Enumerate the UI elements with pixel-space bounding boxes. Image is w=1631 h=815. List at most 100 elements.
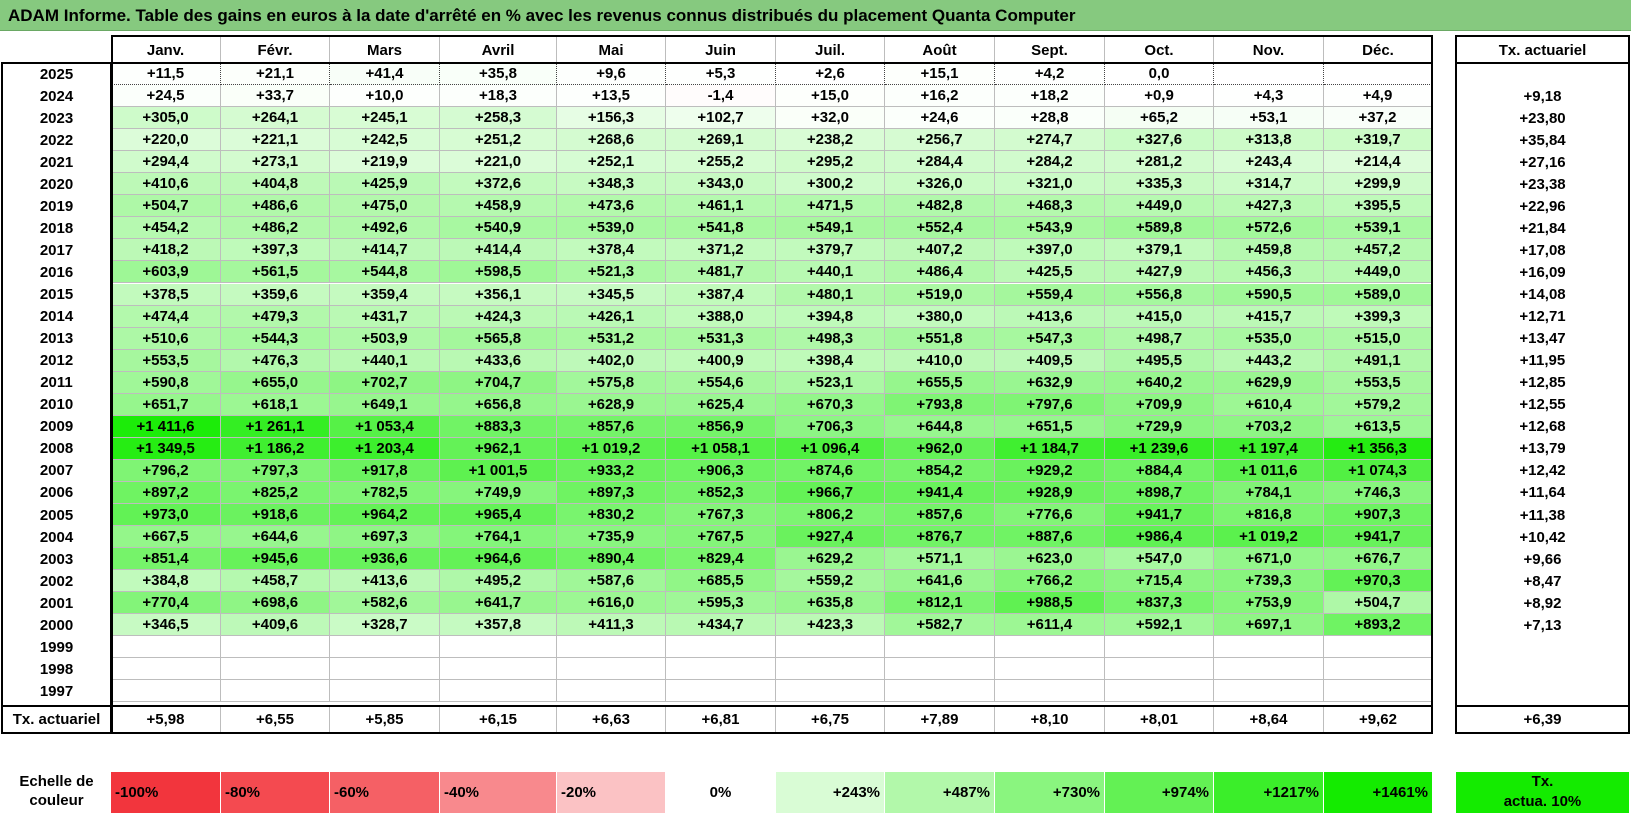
gain-cell: [885, 658, 995, 681]
year-label: 2005: [2, 504, 111, 527]
gain-cell: +384,8: [111, 570, 221, 593]
gain-cell: +610,4: [1214, 393, 1324, 416]
gain-cell: [1324, 680, 1432, 703]
gain-cell: +928,9: [995, 481, 1105, 504]
gain-cell: +655,5: [885, 371, 995, 394]
gain-cell: +1 019,2: [1214, 526, 1324, 549]
footer-rate-cell: +8,64: [1214, 707, 1324, 732]
annual-rate-cell: +21,84: [1456, 217, 1629, 240]
year-label: 2025: [2, 63, 111, 86]
footer-annual-rate: +6,39: [1456, 707, 1629, 732]
gain-cell: +589,0: [1324, 283, 1432, 306]
gain-cell: +314,7: [1214, 173, 1324, 196]
gain-cell: +348,3: [557, 173, 666, 196]
gain-cell: +372,6: [440, 173, 557, 196]
gain-cell: +461,1: [666, 195, 776, 218]
gain-cell: +402,0: [557, 349, 666, 372]
gain-cell: +434,7: [666, 614, 776, 637]
gain-cell: +404,8: [221, 173, 330, 196]
gain-cell: +770,4: [111, 592, 221, 615]
gain-cell: +776,6: [995, 504, 1105, 527]
gain-cell: [885, 680, 995, 703]
year-label: 2023: [2, 107, 111, 130]
color-scale-swatch: +974%: [1105, 772, 1214, 813]
gain-cell: +553,5: [1324, 371, 1432, 394]
gain-cell: +649,1: [330, 393, 440, 416]
color-scale-swatch: +487%: [885, 772, 995, 813]
annual-rate-cell: +11,95: [1456, 349, 1629, 372]
gain-cell: +457,2: [1324, 239, 1432, 262]
gain-cell: +299,9: [1324, 173, 1432, 196]
gain-cell: +269,1: [666, 129, 776, 152]
year-label: 2008: [2, 437, 111, 460]
gain-cell: +592,1: [1105, 614, 1214, 637]
color-scale-swatch: +243%: [776, 772, 885, 813]
gain-cell: +874,6: [776, 459, 885, 482]
color-scale-swatch: -80%: [221, 772, 330, 813]
gain-cell: +966,7: [776, 481, 885, 504]
gain-cell: +929,2: [995, 459, 1105, 482]
annual-rate-cell: +23,80: [1456, 107, 1629, 130]
gain-cell: +616,0: [557, 592, 666, 615]
gain-cell: +970,3: [1324, 570, 1432, 593]
gain-cell: +427,3: [1214, 195, 1324, 218]
gain-cell: +893,2: [1324, 614, 1432, 637]
year-label: 2006: [2, 481, 111, 504]
annual-rate-cell: +27,16: [1456, 151, 1629, 174]
year-label: 2011: [2, 371, 111, 394]
gain-cell: +284,2: [995, 151, 1105, 174]
gain-cell: +397,0: [995, 239, 1105, 262]
annual-rate-cell: [1456, 63, 1629, 86]
gain-cell: +986,4: [1105, 526, 1214, 549]
gain-cell: +476,3: [221, 349, 330, 372]
gain-cell: +5,3: [666, 63, 776, 86]
annual-rate-header: Tx. actuariel: [1456, 37, 1629, 63]
gain-cell: +611,4: [995, 614, 1105, 637]
gain-cell: +796,2: [111, 459, 221, 482]
year-label: 2010: [2, 393, 111, 416]
gain-cell: +0,9: [1105, 85, 1214, 108]
gain-cell: +856,9: [666, 415, 776, 438]
gain-cell: +378,4: [557, 239, 666, 262]
gain-cell: +685,5: [666, 570, 776, 593]
gain-cell: +541,8: [666, 217, 776, 240]
gain-cell: +825,2: [221, 481, 330, 504]
annual-rate-cell: +9,66: [1456, 548, 1629, 571]
year-label: 2021: [2, 151, 111, 174]
gain-cell: +459,8: [1214, 239, 1324, 262]
gain-cell: +379,1: [1105, 239, 1214, 262]
gain-cell: +258,3: [440, 107, 557, 130]
annual-rate-cell: +7,13: [1456, 614, 1629, 637]
gain-cell: +219,9: [330, 151, 440, 174]
gain-cell: [330, 680, 440, 703]
gain-cell: +443,2: [1214, 349, 1324, 372]
gain-cell: +829,4: [666, 548, 776, 571]
gain-cell: +851,4: [111, 548, 221, 571]
gain-cell: +425,9: [330, 173, 440, 196]
gain-cell: +357,8: [440, 614, 557, 637]
gain-cell: +295,2: [776, 151, 885, 174]
footer-divider-annual: [1455, 705, 1630, 707]
color-scale-label: Echelle de couleur: [2, 772, 111, 810]
report-title: ADAM Informe. Table des gains en euros à…: [8, 6, 1076, 25]
gain-cell: +539,0: [557, 217, 666, 240]
gain-cell: +492,6: [330, 217, 440, 240]
gain-cell: +587,6: [557, 570, 666, 593]
gain-cell: +544,8: [330, 261, 440, 284]
gain-cell: +830,2: [557, 504, 666, 527]
gain-cell: +553,5: [111, 349, 221, 372]
gain-cell: +655,0: [221, 371, 330, 394]
gain-cell: +897,3: [557, 481, 666, 504]
gain-cell: +345,5: [557, 283, 666, 306]
gain-cell: +214,4: [1324, 151, 1432, 174]
annual-rate-cell: [1456, 680, 1629, 703]
annual-rate-cell: +12,55: [1456, 393, 1629, 416]
gain-cell: +495,2: [440, 570, 557, 593]
gain-cell: [111, 658, 221, 681]
gain-cell: +242,5: [330, 129, 440, 152]
gain-cell: +356,1: [440, 283, 557, 306]
gain-cell: +251,2: [440, 129, 557, 152]
gain-cell: +1 058,1: [666, 437, 776, 460]
annual-rate-cell: +9,18: [1456, 85, 1629, 108]
gain-cell: +35,8: [440, 63, 557, 86]
